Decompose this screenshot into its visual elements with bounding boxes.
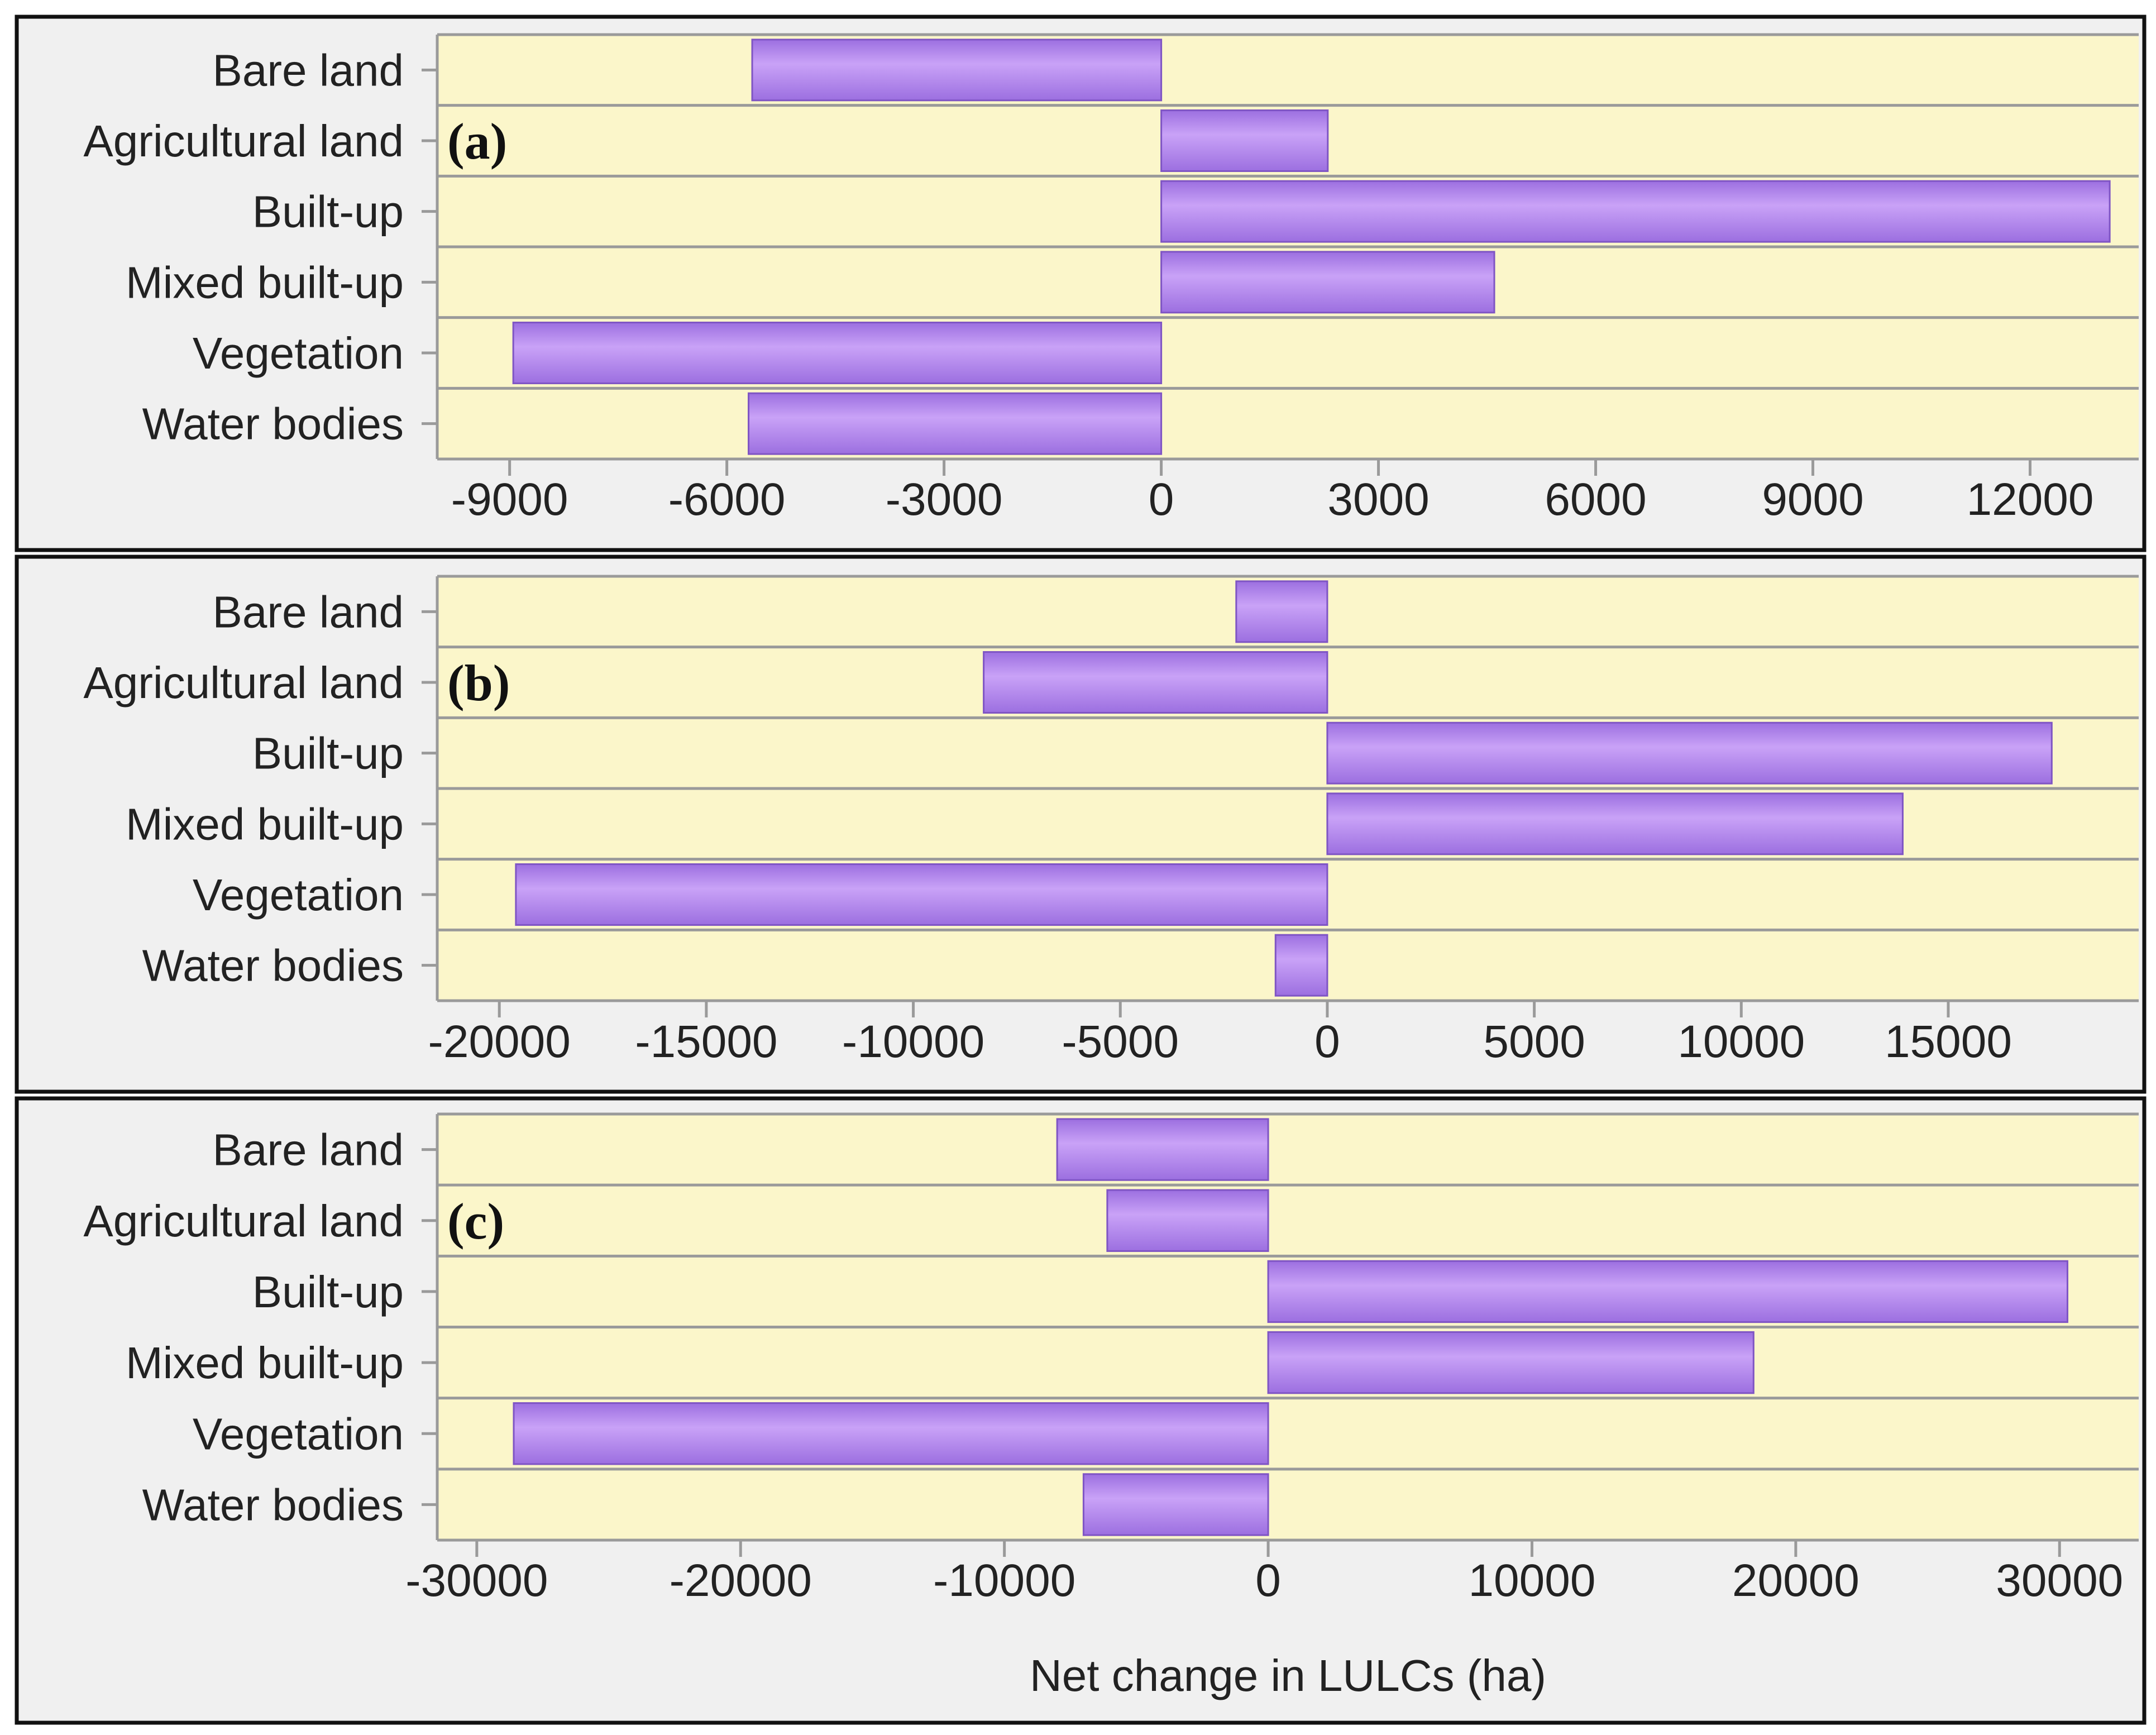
panel-label: (c) <box>447 1193 504 1250</box>
category-label: Water bodies <box>142 941 404 991</box>
bar-agricultural-land <box>983 651 1328 714</box>
bar-bare-land <box>1056 1118 1269 1181</box>
category-label: Bare land <box>213 1125 404 1175</box>
x-tick-label: -20000 <box>428 1016 571 1067</box>
category-label: Mixed built-up <box>126 1338 404 1388</box>
bar-bare-land <box>751 39 1163 102</box>
x-tick-label: 0 <box>1255 1555 1281 1606</box>
x-tick-label: -15000 <box>635 1016 777 1067</box>
category-label: Agricultural land <box>83 116 404 166</box>
x-tick-label: 0 <box>1149 474 1174 525</box>
bar-mixed-built-up <box>1160 251 1495 314</box>
x-tick-label: 20000 <box>1732 1555 1859 1606</box>
category-label: Vegetation <box>193 870 404 920</box>
chart-panel-0: -9000 -6000 -3000 0 3000 6000 9000 12000 Bare la… <box>15 15 2147 552</box>
bar-built-up <box>1160 180 2111 243</box>
category-label: Built-up <box>252 187 404 237</box>
x-tick-label: -3000 <box>886 474 1003 525</box>
bar-built-up <box>1326 721 2053 785</box>
x-tick-label: 6000 <box>1545 474 1646 525</box>
x-tick-label: -10000 <box>933 1555 1075 1606</box>
category-label: Agricultural land <box>83 658 404 708</box>
bar-vegetation <box>512 322 1163 384</box>
bar-water-bodies <box>1274 934 1328 997</box>
category-label: Water bodies <box>142 1480 404 1530</box>
category-label: Agricultural land <box>83 1196 404 1246</box>
x-tick-label: -5000 <box>1062 1016 1179 1067</box>
category-label: Mixed built-up <box>126 799 404 849</box>
chart-panel-1: -20000 -15000 -10000 -5000 0 5000 10000 15000 Ba… <box>15 555 2147 1094</box>
bar-vegetation <box>513 1402 1269 1465</box>
x-tick-label: -30000 <box>405 1555 548 1606</box>
category-label: Water bodies <box>142 399 404 449</box>
bar-water-bodies <box>1082 1473 1269 1536</box>
category-label: Bare land <box>213 587 404 637</box>
x-tick-label: 9000 <box>1762 474 1863 525</box>
x-tick-label: 12000 <box>1966 474 2093 525</box>
x-tick-label: -6000 <box>668 474 786 525</box>
bar-agricultural-land <box>1106 1189 1269 1252</box>
category-label: Mixed built-up <box>126 257 404 307</box>
bar-mixed-built-up <box>1326 792 1904 855</box>
x-tick-label: -20000 <box>670 1555 812 1606</box>
bar-built-up <box>1267 1260 2068 1323</box>
category-label: Bare land <box>213 45 404 95</box>
category-label: Vegetation <box>193 328 404 378</box>
bar-vegetation <box>515 863 1328 926</box>
x-tick-label: 15000 <box>1885 1016 2012 1067</box>
panel-label: (b) <box>447 654 510 711</box>
bar-mixed-built-up <box>1267 1331 1755 1394</box>
category-label: Built-up <box>252 729 404 778</box>
x-tick-label: -9000 <box>451 474 568 525</box>
bar-agricultural-land <box>1160 109 1329 172</box>
x-tick-label: 5000 <box>1483 1016 1585 1067</box>
x-tick-label: 10000 <box>1677 1016 1805 1067</box>
chart-panel-2: -30000 -20000 -10000 0 10000 20000 30000 Bare l… <box>15 1096 2147 1725</box>
bar-bare-land <box>1235 580 1328 643</box>
category-label: Built-up <box>252 1267 404 1317</box>
x-tick-label: 10000 <box>1468 1555 1595 1606</box>
x-tick-label: -10000 <box>842 1016 984 1067</box>
panel-label: (a) <box>447 113 507 170</box>
x-tick-label: 3000 <box>1327 474 1429 525</box>
x-tick-label: 0 <box>1314 1016 1340 1067</box>
x-tick-label: 30000 <box>1996 1555 2123 1606</box>
bar-water-bodies <box>748 392 1163 455</box>
x-axis-title: Net change in LULCs (ha) <box>1030 1651 1546 1700</box>
category-label: Vegetation <box>193 1409 404 1459</box>
